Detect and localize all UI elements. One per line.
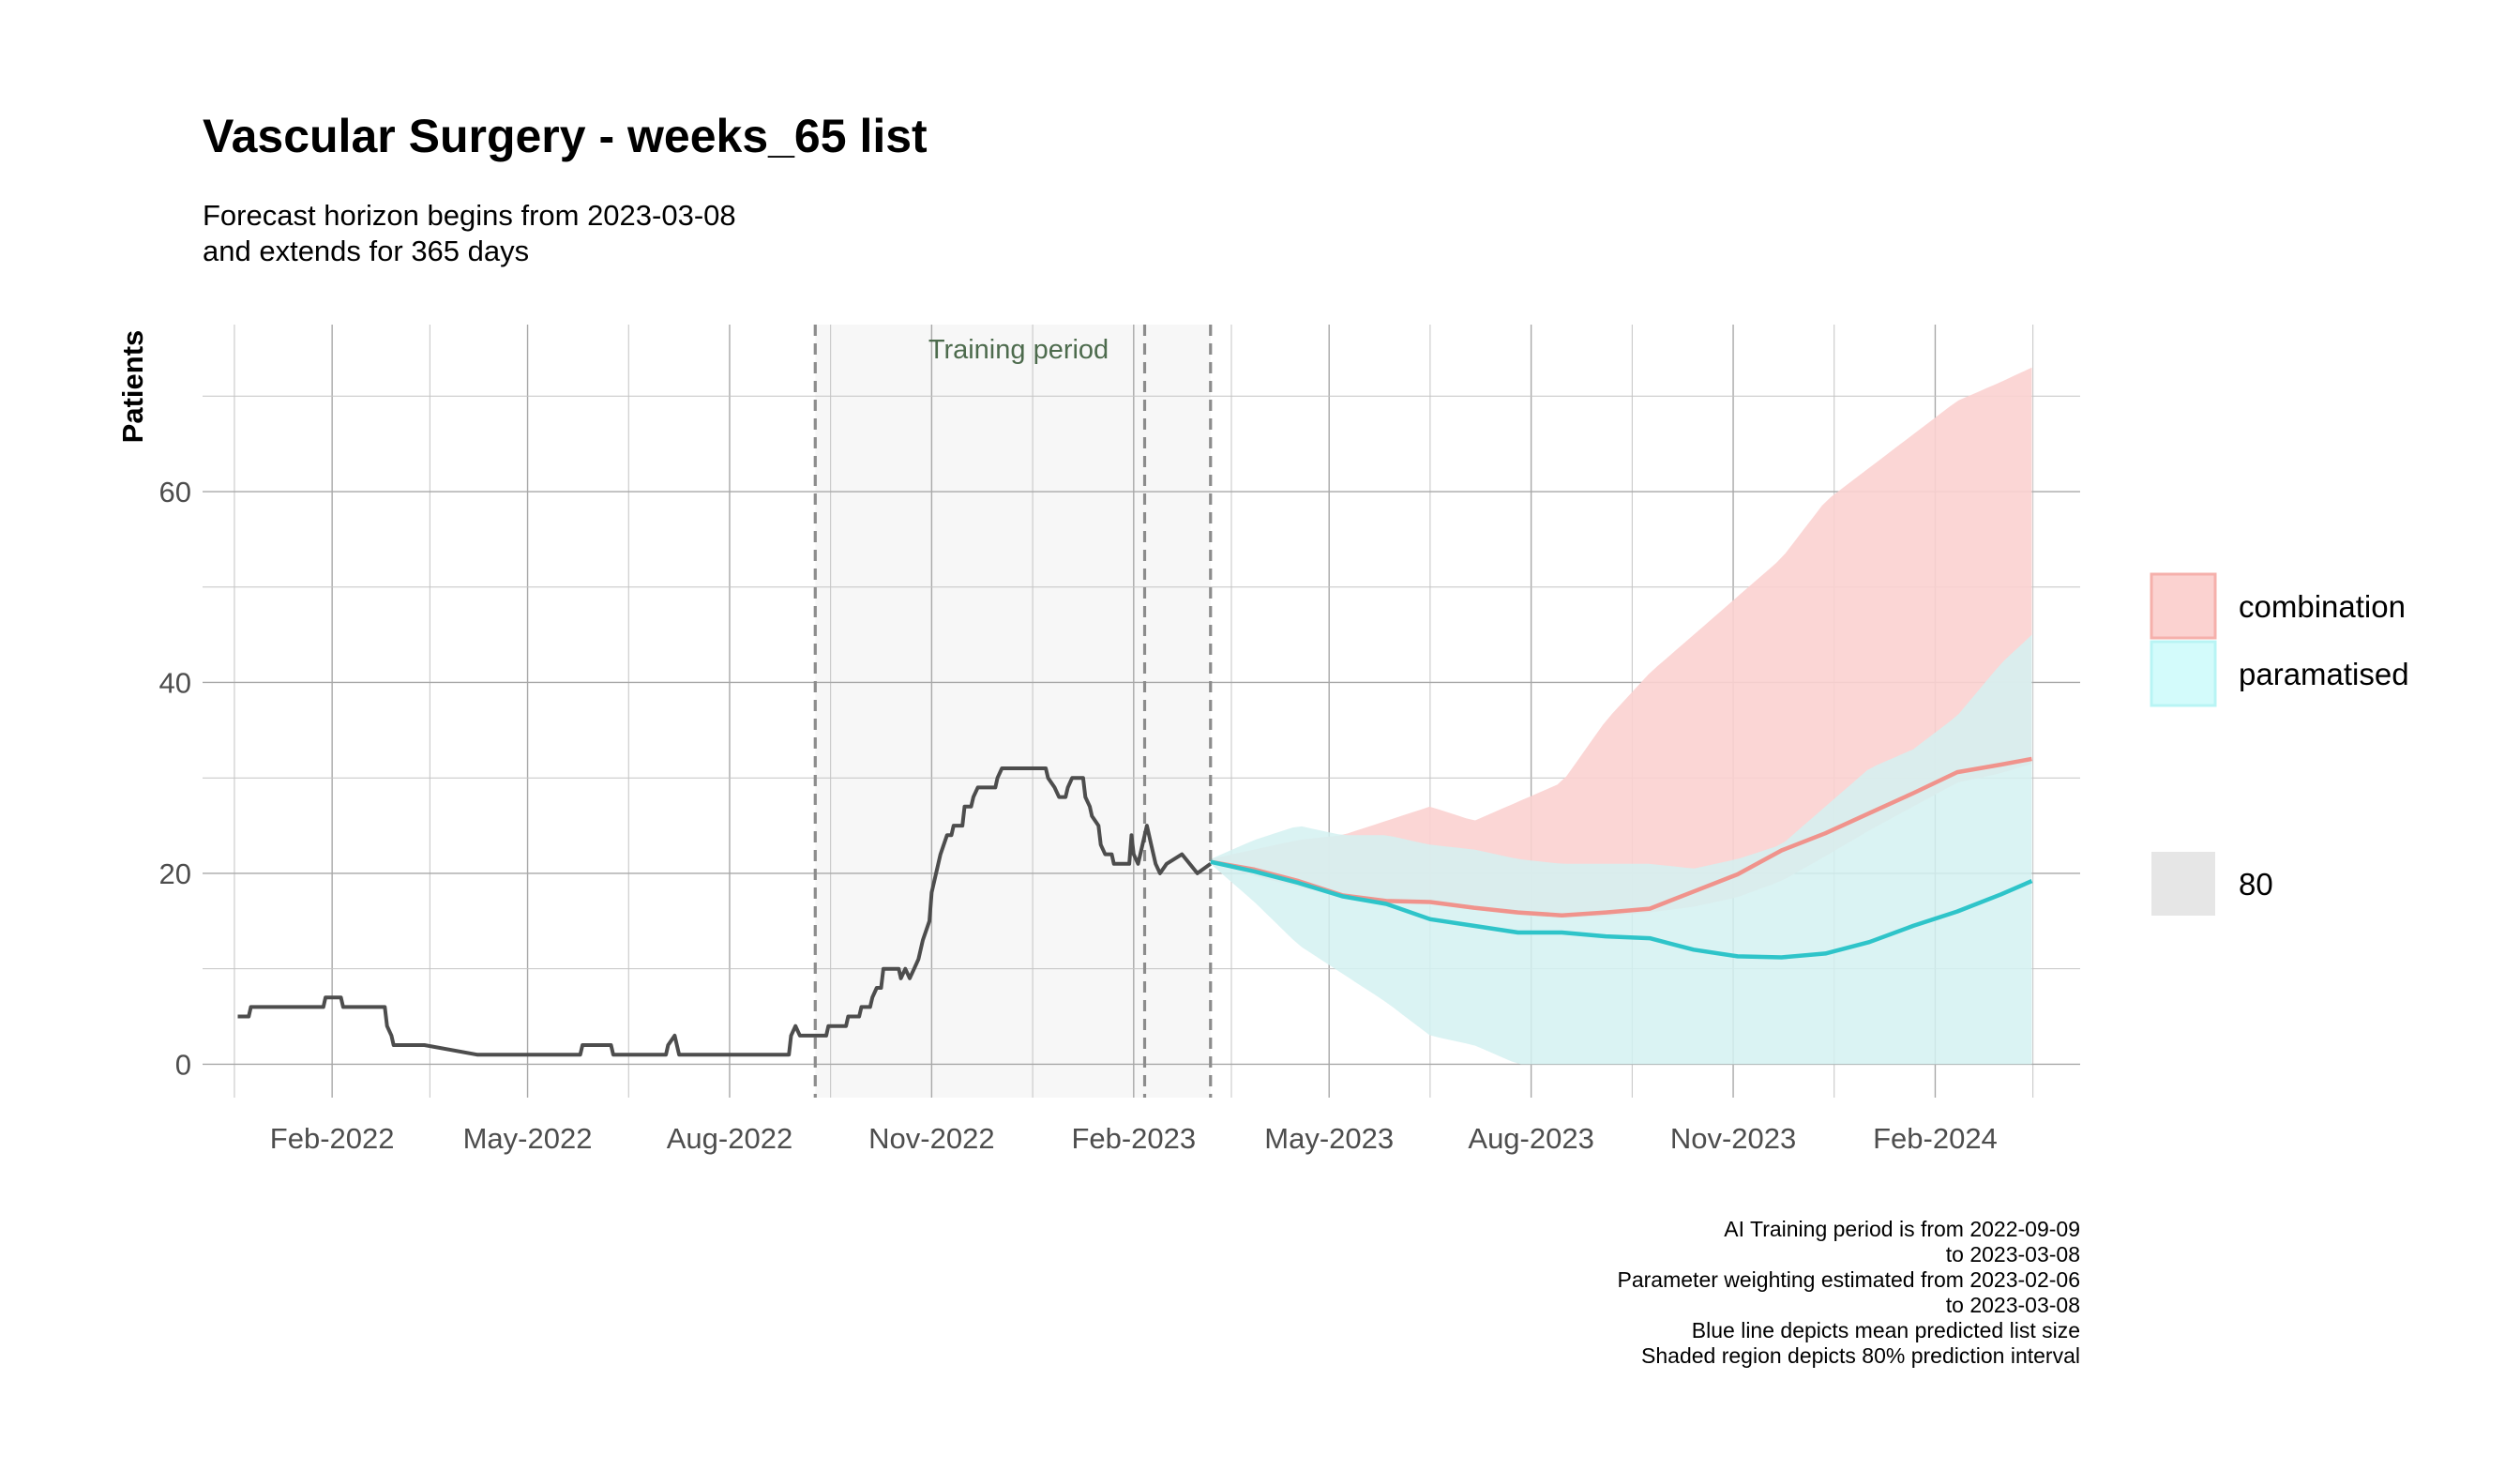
caption-line-3: Parameter weighting estimated from 2023-… <box>1618 1267 2080 1292</box>
caption-line-6: Shaded region depicts 80% prediction int… <box>1641 1343 2080 1368</box>
y-tick-label-1: 0 <box>175 1048 191 1081</box>
training-period-label: Training period <box>928 335 1109 365</box>
legend-label-combination: combination <box>2239 589 2406 624</box>
prediction-band-paramatised <box>1210 634 2032 1065</box>
x-tick-label-1: Feb-2022 <box>270 1122 395 1155</box>
x-tick-label-8: Nov-2023 <box>1670 1122 1796 1155</box>
history-line <box>237 766 1212 1057</box>
chart-subtitle-line-1: Forecast horizon begins from 2023-03-08 <box>203 199 736 232</box>
legend-label-level: 80 <box>2239 867 2273 902</box>
legend-key-combination <box>2150 572 2217 640</box>
prediction-band-combination <box>1210 367 2032 918</box>
training-period-shade <box>815 325 1211 1098</box>
y-tick-label-3: 40 <box>159 666 191 699</box>
legend-key-paramatised <box>2150 640 2217 707</box>
x-tick-label-3: Aug-2022 <box>667 1122 792 1155</box>
x-tick-label-6: May-2023 <box>1264 1122 1394 1155</box>
mean-line-paramatised <box>1210 859 2033 960</box>
x-tick-label-4: Nov-2022 <box>868 1122 994 1155</box>
x-tick-label-2: May-2022 <box>463 1122 593 1155</box>
y-tick-label-4: 60 <box>159 476 191 508</box>
caption-line-2: to 2023-03-08 <box>1946 1242 2080 1266</box>
chart-title: Vascular Surgery - weeks_65 list <box>203 110 928 162</box>
x-tick-label-5: Feb-2023 <box>1071 1122 1196 1155</box>
x-tick-label-7: Aug-2023 <box>1468 1122 1593 1155</box>
y-axis-label: Patients <box>116 330 149 444</box>
legend-key-level <box>2151 852 2215 916</box>
legend-label-paramatised: paramatised <box>2239 657 2409 691</box>
caption-line-4: to 2023-03-08 <box>1946 1293 2080 1317</box>
x-tick-label-9: Feb-2024 <box>1873 1122 1998 1155</box>
chart-subtitle-line-2: and extends for 365 days <box>203 235 529 267</box>
caption-line-1: AI Training period is from 2022-09-09 <box>1724 1217 2080 1241</box>
caption-line-5: Blue line depicts mean predicted list si… <box>1692 1318 2080 1342</box>
y-tick-label-2: 20 <box>159 857 191 890</box>
